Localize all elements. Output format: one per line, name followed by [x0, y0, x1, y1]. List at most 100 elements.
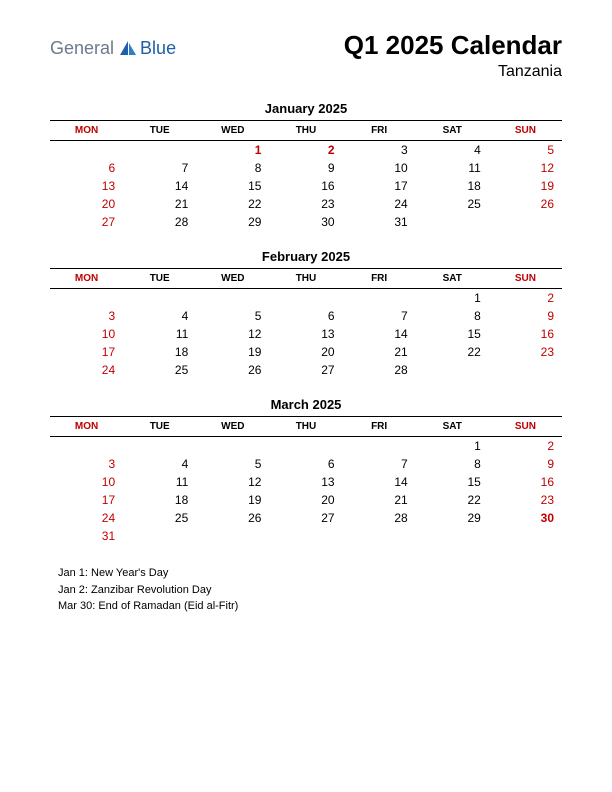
- calendar-cell: 5: [489, 141, 562, 160]
- calendar-cell: [123, 289, 196, 308]
- calendar-cell: 14: [343, 325, 416, 343]
- calendar-cell: 3: [50, 455, 123, 473]
- calendar-cell: [489, 361, 562, 379]
- calendar-cell: 13: [269, 325, 342, 343]
- day-header: SUN: [489, 269, 562, 289]
- calendar-table: MONTUEWEDTHUFRISATSUN1234567891011121314…: [50, 268, 562, 379]
- calendar-cell: 19: [196, 343, 269, 361]
- calendar-cell: 14: [343, 473, 416, 491]
- calendar-cell: 24: [50, 509, 123, 527]
- calendar-cell: 18: [416, 177, 489, 195]
- calendar-cell: [416, 527, 489, 545]
- day-header: SAT: [416, 417, 489, 437]
- calendar-cell: 6: [269, 307, 342, 325]
- calendar-cell: 1: [416, 437, 489, 456]
- calendar-cell: 26: [196, 361, 269, 379]
- calendar-cell: 17: [50, 343, 123, 361]
- calendar-cell: [50, 141, 123, 160]
- day-header: FRI: [343, 121, 416, 141]
- calendar-cell: 8: [416, 455, 489, 473]
- day-header: SUN: [489, 417, 562, 437]
- day-header: THU: [269, 121, 342, 141]
- calendar-cell: 31: [50, 527, 123, 545]
- day-header: TUE: [123, 417, 196, 437]
- title-block: Q1 2025 Calendar Tanzania: [344, 30, 562, 81]
- calendar-row: 3456789: [50, 307, 562, 325]
- calendars-container: January 2025MONTUEWEDTHUFRISATSUN1234567…: [50, 101, 562, 545]
- calendar-cell: 22: [416, 343, 489, 361]
- logo-text-general: General: [50, 38, 114, 59]
- calendar-cell: 31: [343, 213, 416, 231]
- calendar-row: 10111213141516: [50, 325, 562, 343]
- calendar-cell: 1: [196, 141, 269, 160]
- calendar-cell: 16: [489, 325, 562, 343]
- calendar-cell: [196, 437, 269, 456]
- calendar-cell: 24: [50, 361, 123, 379]
- calendar-cell: [269, 437, 342, 456]
- calendar-row: 10111213141516: [50, 473, 562, 491]
- calendar-cell: [343, 527, 416, 545]
- calendar-cell: [489, 213, 562, 231]
- calendar-row: 6789101112: [50, 159, 562, 177]
- calendar-cell: 2: [489, 289, 562, 308]
- calendar-row: 12: [50, 437, 562, 456]
- calendar-cell: 2: [269, 141, 342, 160]
- calendar-row: 12345: [50, 141, 562, 160]
- calendar-cell: 27: [269, 361, 342, 379]
- calendar-row: 20212223242526: [50, 195, 562, 213]
- calendar-cell: 12: [489, 159, 562, 177]
- calendar-cell: [123, 141, 196, 160]
- calendar-cell: 25: [123, 509, 196, 527]
- calendar-cell: [416, 213, 489, 231]
- calendar-cell: 30: [269, 213, 342, 231]
- logo: General Blue: [50, 38, 176, 59]
- calendar-cell: [123, 527, 196, 545]
- calendar-cell: 30: [489, 509, 562, 527]
- calendar-cell: 22: [416, 491, 489, 509]
- calendar-cell: 15: [416, 473, 489, 491]
- calendar-cell: 18: [123, 343, 196, 361]
- calendar-month: February 2025MONTUEWEDTHUFRISATSUN123456…: [50, 249, 562, 379]
- calendar-cell: 10: [50, 325, 123, 343]
- calendar-cell: 9: [269, 159, 342, 177]
- calendar-cell: [123, 437, 196, 456]
- calendar-cell: 10: [343, 159, 416, 177]
- calendar-cell: 10: [50, 473, 123, 491]
- day-header: SUN: [489, 121, 562, 141]
- calendar-cell: 9: [489, 455, 562, 473]
- calendar-cell: 27: [50, 213, 123, 231]
- calendar-cell: [196, 289, 269, 308]
- day-header: SAT: [416, 269, 489, 289]
- calendar-cell: 28: [343, 509, 416, 527]
- calendar-cell: 11: [123, 325, 196, 343]
- calendar-cell: 16: [269, 177, 342, 195]
- month-title: March 2025: [50, 397, 562, 412]
- calendar-row: 31: [50, 527, 562, 545]
- calendar-cell: 7: [343, 307, 416, 325]
- calendar-cell: 4: [416, 141, 489, 160]
- calendar-cell: 5: [196, 455, 269, 473]
- day-header: MON: [50, 417, 123, 437]
- calendar-cell: 12: [196, 325, 269, 343]
- day-header: WED: [196, 121, 269, 141]
- calendar-cell: 1: [416, 289, 489, 308]
- calendar-cell: 25: [123, 361, 196, 379]
- calendar-month: March 2025MONTUEWEDTHUFRISATSUN123456789…: [50, 397, 562, 545]
- calendar-cell: 23: [269, 195, 342, 213]
- calendar-cell: 5: [196, 307, 269, 325]
- header: General Blue Q1 2025 Calendar Tanzania: [50, 30, 562, 81]
- calendar-cell: [50, 289, 123, 308]
- calendar-table: MONTUEWEDTHUFRISATSUN1234567891011121314…: [50, 416, 562, 545]
- calendar-cell: 3: [50, 307, 123, 325]
- calendar-cell: 26: [196, 509, 269, 527]
- calendar-cell: 24: [343, 195, 416, 213]
- calendar-row: 3456789: [50, 455, 562, 473]
- calendar-cell: 26: [489, 195, 562, 213]
- logo-sail-icon: [118, 39, 138, 57]
- day-header: FRI: [343, 269, 416, 289]
- calendar-cell: 6: [50, 159, 123, 177]
- calendar-cell: 21: [343, 491, 416, 509]
- calendar-cell: 3: [343, 141, 416, 160]
- calendar-cell: 25: [416, 195, 489, 213]
- calendar-cell: 12: [196, 473, 269, 491]
